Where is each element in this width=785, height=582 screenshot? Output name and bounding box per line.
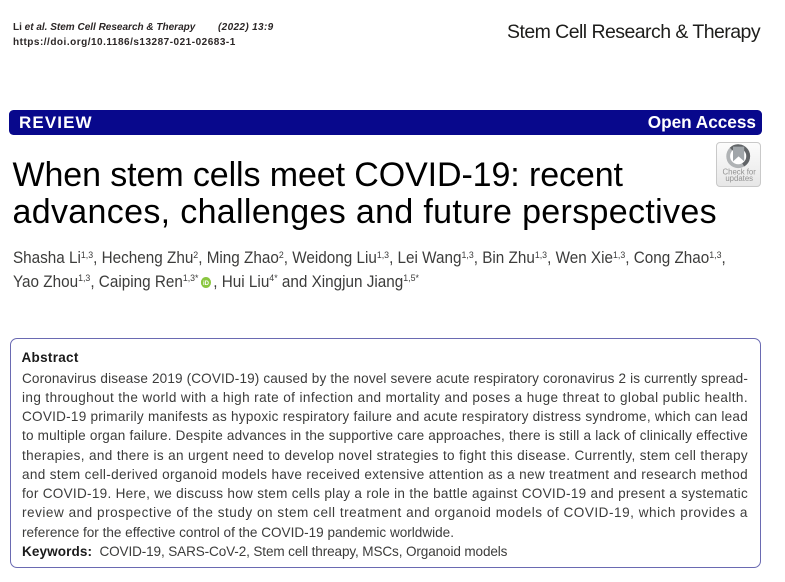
svg-text:Check for: Check for	[723, 168, 757, 177]
svg-text:updates: updates	[726, 174, 754, 183]
svg-text:iD: iD	[203, 280, 209, 287]
